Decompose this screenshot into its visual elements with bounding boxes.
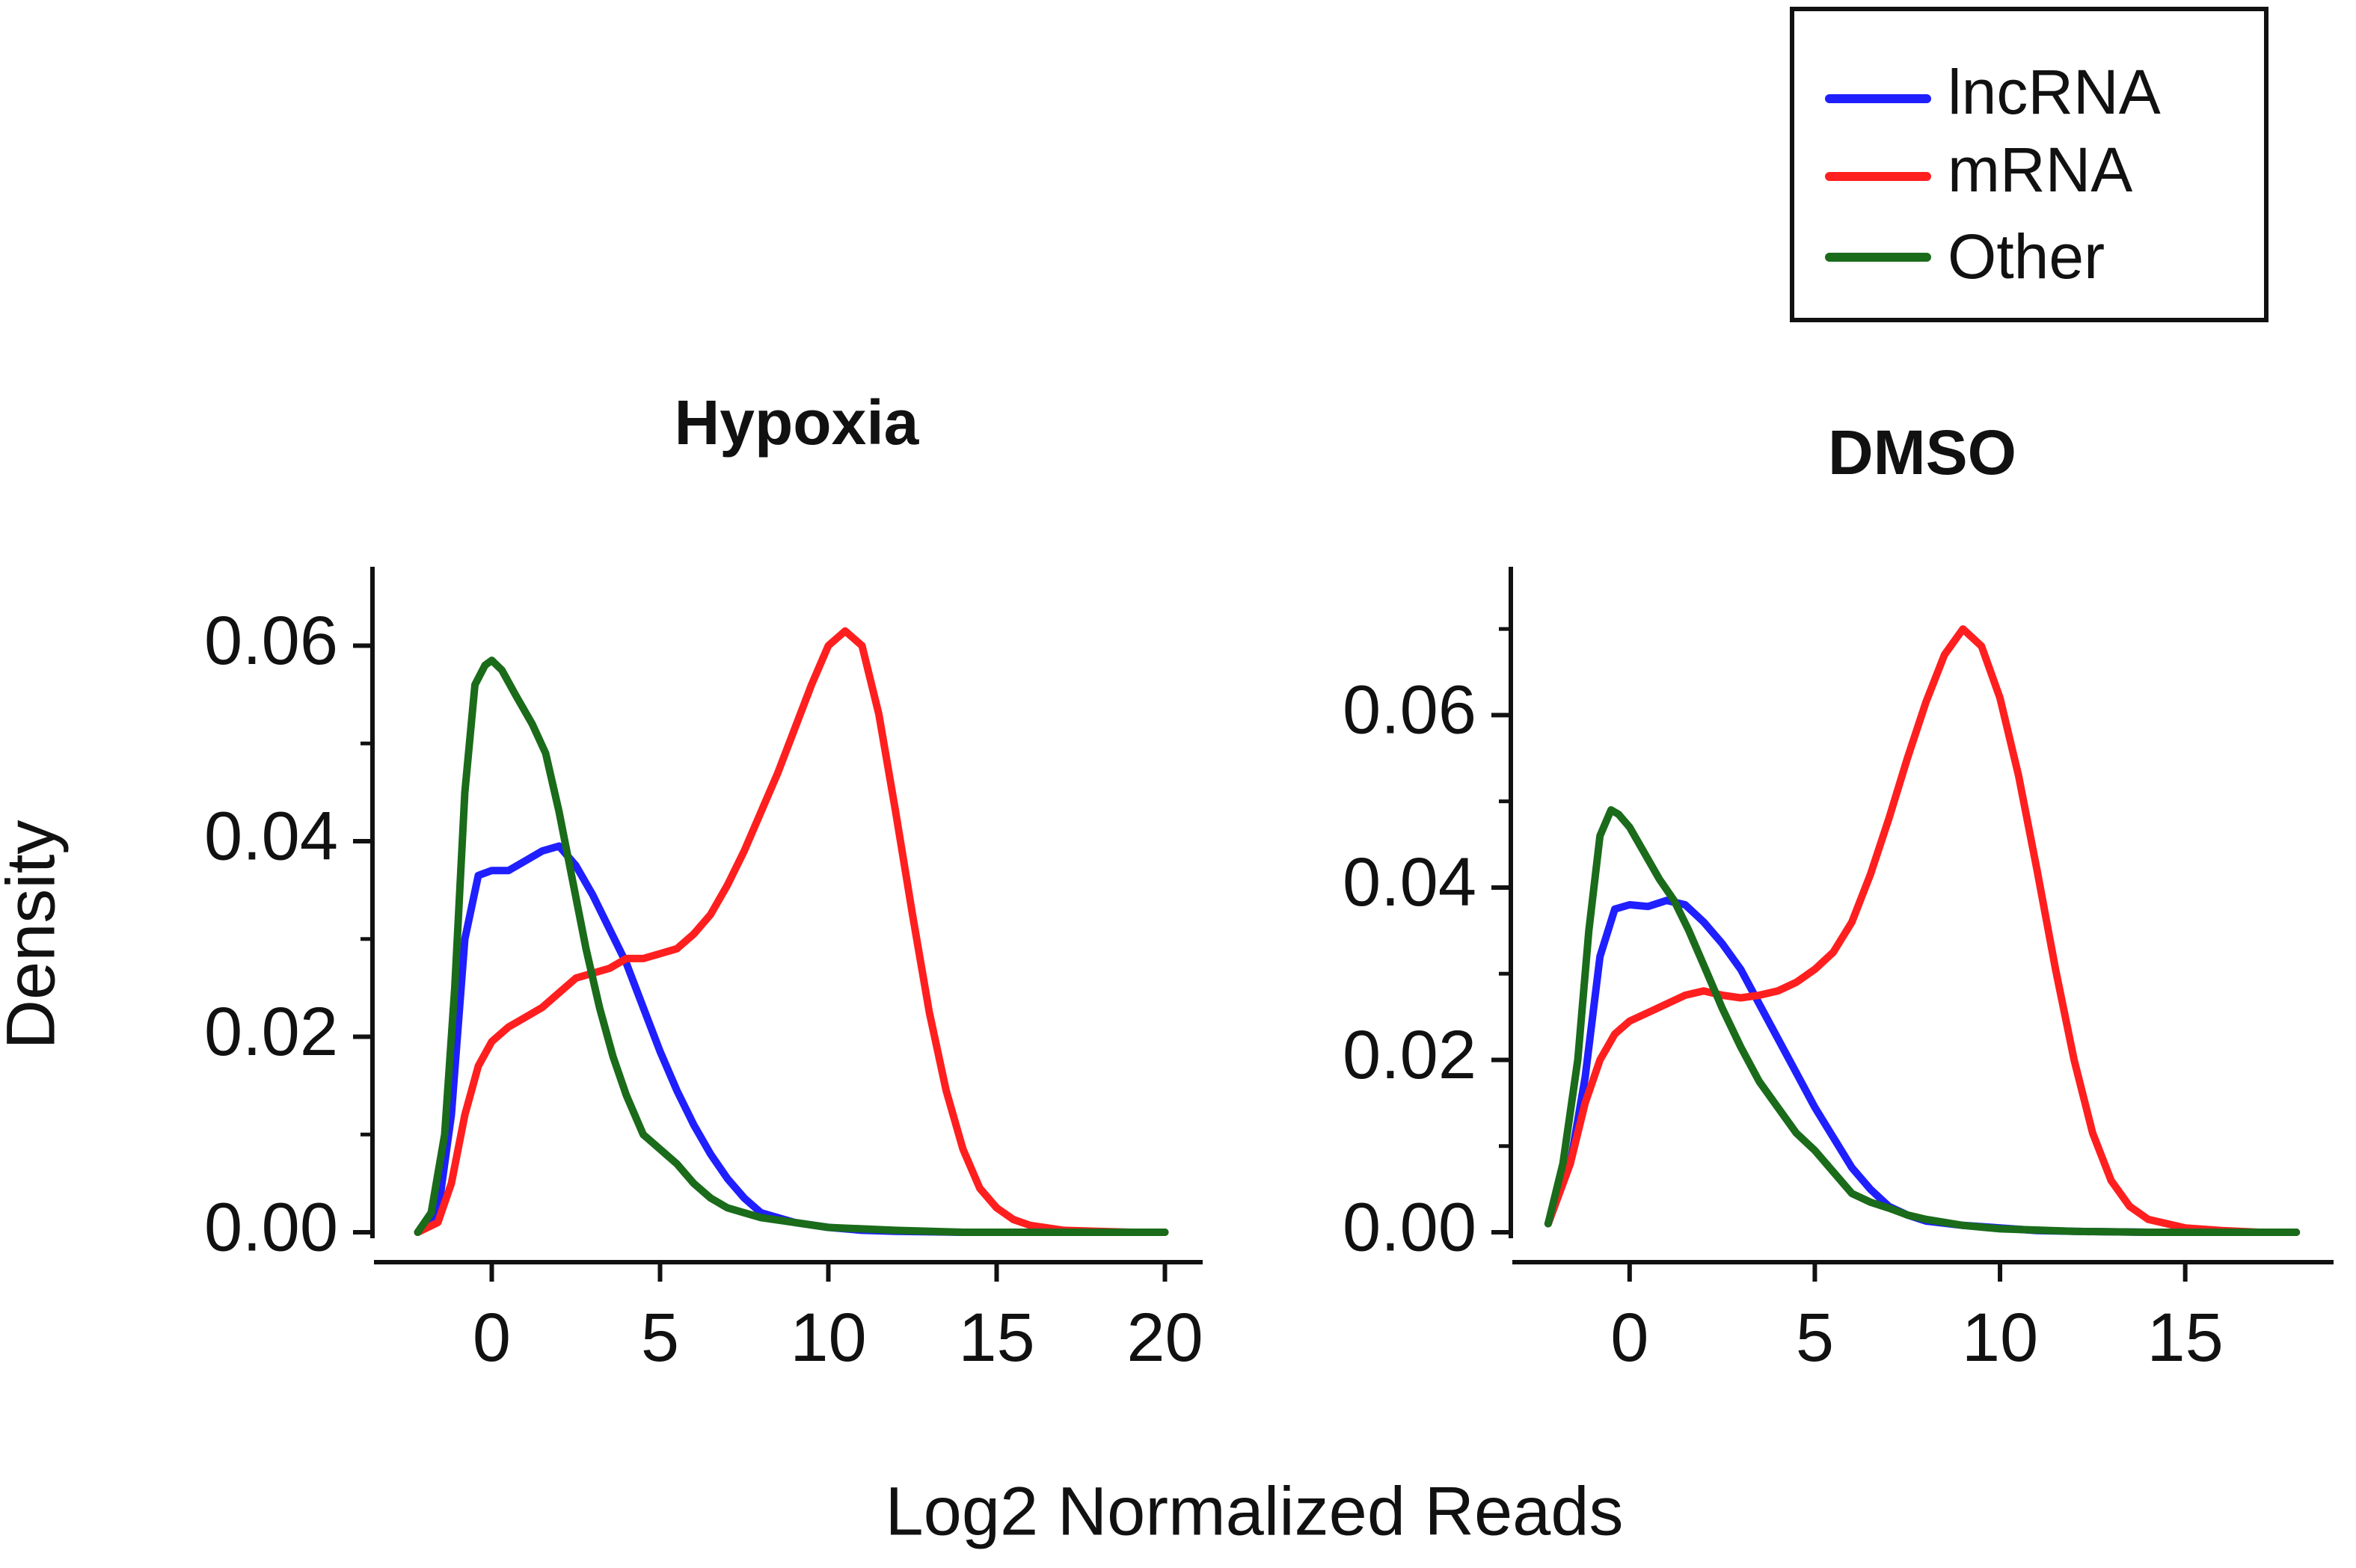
- series-line-lncrna: [1544, 897, 2301, 1236]
- x-tick-label: 0: [1610, 1300, 1648, 1376]
- legend-label-lncrna: lncRNA: [1948, 57, 2161, 127]
- y-tick-label: 0.02: [1343, 1017, 1476, 1093]
- series-line-mrna: [1544, 625, 2301, 1236]
- series-line-other: [414, 657, 1169, 1236]
- axis-ticks: 0.00 0.02 0.04 0.06 0 5 10 15 20: [204, 603, 1203, 1376]
- y-tick-label: 0.06: [204, 603, 338, 679]
- y-tick-label: 0.02: [204, 994, 338, 1070]
- y-tick-label: 0.04: [1343, 844, 1476, 920]
- x-tick-label: 20: [1126, 1300, 1203, 1376]
- y-tick-label: 0.04: [204, 798, 338, 874]
- x-tick-label: 5: [641, 1300, 679, 1376]
- axis-ticks: 0.00 0.02 0.04 0.06 0 5 10 15: [1343, 627, 2224, 1376]
- density-curves: [1544, 625, 2301, 1236]
- y-tick-label: 0.00: [1343, 1189, 1476, 1265]
- x-tick-label: 0: [473, 1300, 511, 1376]
- x-axis-title: Log2 Normalized Reads: [886, 1473, 1624, 1549]
- panel-title-dmso: DMSO: [1828, 417, 2016, 488]
- y-axis-title: Density: [0, 820, 69, 1050]
- density-curves: [414, 627, 1169, 1236]
- x-tick-label: 5: [1796, 1300, 1834, 1376]
- legend-label-mrna: mRNA: [1948, 135, 2132, 205]
- panel-dmso: DMSO 0.00 0.02 0.04 0.06 0 5 10 15: [1343, 417, 2334, 1376]
- y-tick-label: 0.06: [1343, 672, 1476, 748]
- x-tick-label: 10: [790, 1300, 866, 1376]
- x-tick-label: 10: [1962, 1300, 2038, 1376]
- panel-title-hypoxia: Hypoxia: [675, 387, 920, 458]
- legend: lncRNA mRNA Other: [1790, 7, 2268, 322]
- x-tick-label: 15: [958, 1300, 1034, 1376]
- panel-hypoxia: Hypoxia 0.00 0.02 0.04 0.06 0 5 10 15 20: [204, 387, 1203, 1376]
- series-line-lncrna: [414, 842, 1169, 1236]
- series-line-mrna: [414, 627, 1169, 1236]
- series-line-other: [1544, 806, 2301, 1236]
- legend-label-other: Other: [1948, 221, 2105, 292]
- y-tick-label: 0.00: [204, 1189, 338, 1265]
- legend-box: [1790, 7, 2268, 322]
- x-tick-label: 15: [2147, 1300, 2223, 1376]
